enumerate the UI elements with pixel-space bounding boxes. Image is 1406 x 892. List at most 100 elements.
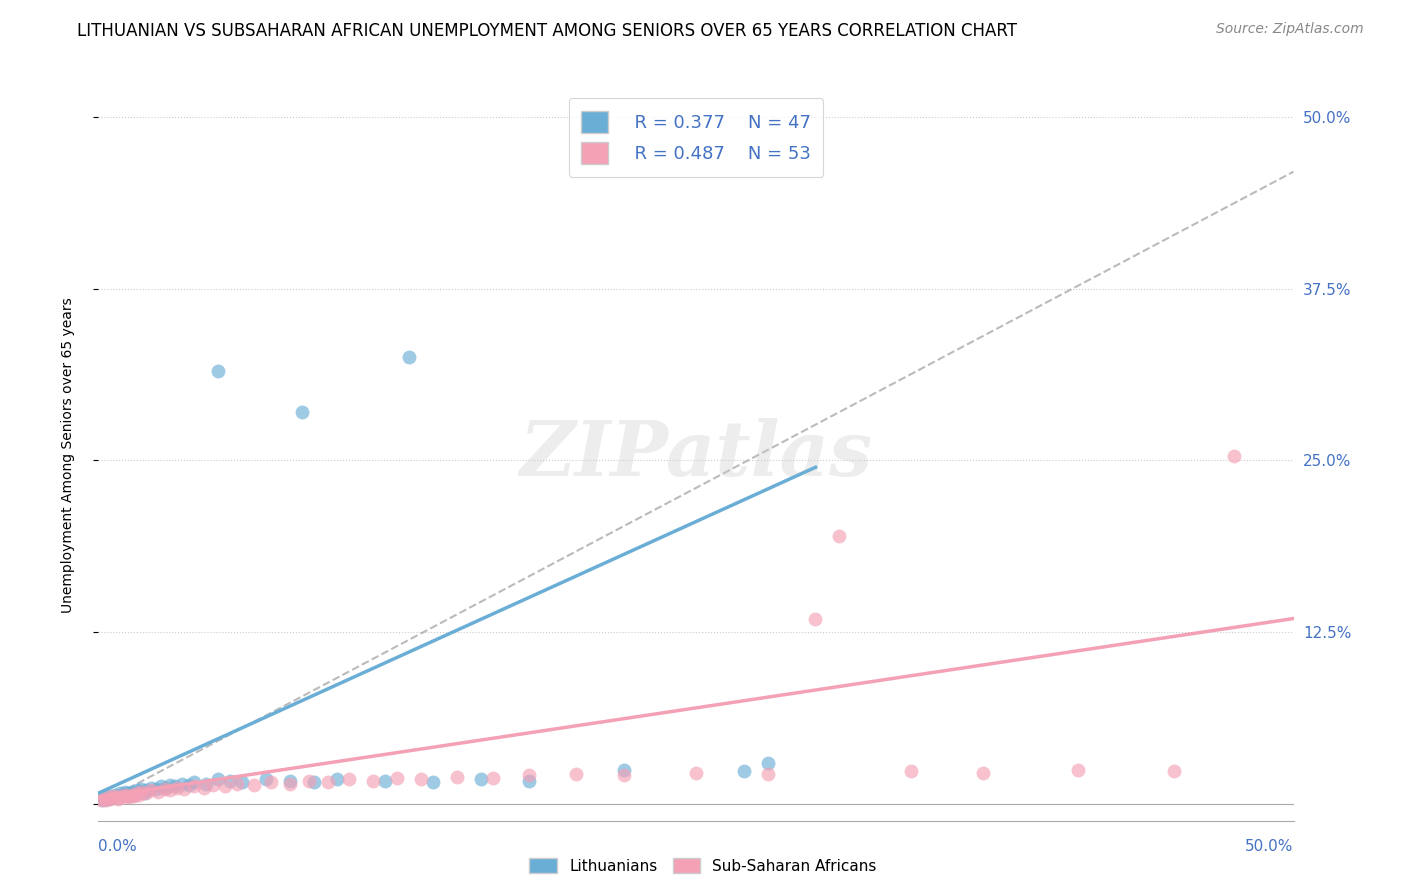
Point [517, 773, 540, 788]
Point [326, 772, 349, 787]
Point [121, 785, 143, 799]
Point [1163, 764, 1185, 779]
Point [101, 790, 124, 805]
Point [159, 783, 181, 797]
Point [118, 789, 141, 803]
Point [517, 768, 540, 782]
Point [291, 405, 314, 419]
Point [613, 768, 636, 782]
Point [108, 786, 131, 800]
Point [183, 775, 205, 789]
Point [149, 779, 172, 793]
Point [214, 779, 236, 793]
Point [733, 764, 755, 779]
Point [207, 772, 229, 787]
Point [398, 351, 420, 365]
Point [121, 788, 143, 802]
Point [374, 773, 396, 788]
Point [125, 783, 148, 797]
Point [316, 775, 339, 789]
Point [259, 775, 281, 789]
Legend: Lithuanians, Sub-Saharan Africans: Lithuanians, Sub-Saharan Africans [523, 852, 883, 880]
Point [972, 765, 994, 780]
Text: ZIPatlas: ZIPatlas [519, 418, 873, 491]
Point [685, 765, 707, 780]
Point [183, 779, 205, 793]
Point [298, 773, 321, 788]
Point [128, 788, 150, 802]
Text: Source: ZipAtlas.com: Source: ZipAtlas.com [1216, 22, 1364, 37]
Point [163, 779, 186, 793]
Point [94, 793, 117, 807]
Point [97, 791, 120, 805]
Point [107, 789, 129, 803]
Point [108, 789, 131, 803]
Point [613, 763, 636, 777]
Text: 50.0%: 50.0% [1246, 838, 1294, 854]
Point [207, 364, 229, 378]
Point [339, 772, 361, 787]
Point [278, 773, 301, 788]
Point [101, 789, 124, 803]
Point [470, 772, 492, 787]
Point [91, 793, 114, 807]
Point [98, 791, 122, 805]
Point [411, 772, 433, 787]
Point [91, 791, 114, 805]
Legend:   R = 0.377    N = 47,   R = 0.487    N = 53: R = 0.377 N = 47, R = 0.487 N = 53 [568, 98, 824, 177]
Point [115, 789, 138, 803]
Point [179, 778, 201, 792]
Point [104, 790, 127, 805]
Point [172, 776, 194, 790]
Point [104, 788, 127, 802]
Point [756, 767, 779, 781]
Point [243, 778, 266, 792]
Point [756, 756, 779, 770]
Point [193, 780, 215, 795]
Point [124, 789, 146, 803]
Point [195, 776, 218, 790]
Point [446, 770, 468, 784]
Point [115, 786, 138, 800]
Point [90, 791, 112, 805]
Point [111, 790, 134, 805]
Point [135, 783, 157, 797]
Point [565, 767, 588, 781]
Point [363, 773, 385, 788]
Point [148, 785, 170, 799]
Point [131, 782, 153, 797]
Point [118, 790, 141, 805]
Point [107, 791, 129, 805]
Point [385, 771, 409, 785]
Y-axis label: Unemployment Among Seniors over 65 years: Unemployment Among Seniors over 65 years [60, 297, 75, 613]
Point [828, 529, 851, 543]
Point [128, 785, 150, 799]
Point [114, 785, 136, 799]
Point [131, 785, 153, 799]
Point [481, 771, 505, 785]
Point [145, 782, 167, 797]
Point [155, 780, 177, 795]
Point [124, 788, 146, 802]
Point [159, 778, 181, 792]
Point [804, 611, 827, 625]
Point [219, 773, 242, 788]
Point [97, 790, 120, 805]
Point [111, 788, 134, 802]
Point [202, 778, 225, 792]
Point [231, 775, 253, 789]
Text: 0.0%: 0.0% [98, 838, 138, 854]
Point [135, 786, 157, 800]
Point [139, 783, 162, 797]
Point [1223, 450, 1246, 464]
Point [94, 790, 117, 805]
Point [900, 764, 922, 779]
Point [1067, 763, 1090, 777]
Point [254, 772, 277, 787]
Point [166, 780, 188, 795]
Point [114, 788, 136, 802]
Point [302, 775, 325, 789]
Point [125, 786, 148, 800]
Point [226, 776, 249, 790]
Text: LITHUANIAN VS SUBSAHARAN AFRICAN UNEMPLOYMENT AMONG SENIORS OVER 65 YEARS CORREL: LITHUANIAN VS SUBSAHARAN AFRICAN UNEMPLO… [77, 22, 1018, 40]
